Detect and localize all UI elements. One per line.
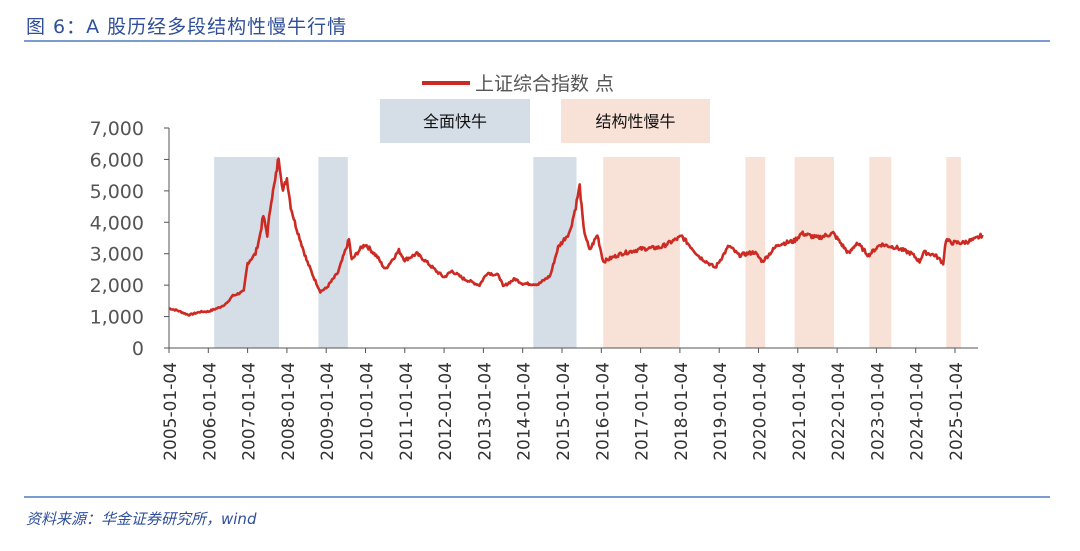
x-tick-label: 2013-01-04 bbox=[475, 362, 495, 461]
y-tick-label: 4,000 bbox=[90, 212, 144, 234]
x-tick-label: 2011-01-04 bbox=[397, 362, 417, 461]
x-tick-label: 2016-01-04 bbox=[593, 362, 613, 461]
x-tick-label: 2024-01-04 bbox=[908, 362, 928, 461]
x-tick-label: 2007-01-04 bbox=[240, 362, 260, 461]
shaded-period bbox=[533, 157, 577, 348]
x-tick-label: 2012-01-04 bbox=[436, 362, 456, 461]
annotation-label: 全面快牛 bbox=[423, 112, 487, 131]
x-tick-label: 2025-01-04 bbox=[947, 362, 967, 461]
x-tick-label: 2022-01-04 bbox=[829, 362, 849, 461]
y-tick-label: 6,000 bbox=[90, 149, 144, 171]
x-tick-label: 2009-01-04 bbox=[318, 362, 338, 461]
x-tick-label: 2010-01-04 bbox=[358, 362, 378, 461]
x-tick-label: 2014-01-04 bbox=[515, 362, 535, 461]
x-tick-label: 2005-01-04 bbox=[161, 362, 181, 461]
x-tick-label: 2023-01-04 bbox=[868, 362, 888, 461]
shaded-period bbox=[869, 157, 892, 348]
shaded-period bbox=[318, 157, 348, 348]
shaded-period bbox=[794, 157, 834, 348]
x-tick-label: 2017-01-04 bbox=[633, 362, 653, 461]
x-tick-label: 2006-01-04 bbox=[200, 362, 220, 461]
y-tick-label: 0 bbox=[132, 338, 144, 360]
y-tick-label: 1,000 bbox=[90, 307, 144, 329]
figure-title: 图 6：A 股历经多段结构性慢牛行情 bbox=[26, 16, 348, 38]
x-tick-label: 2015-01-04 bbox=[554, 362, 574, 461]
x-tick-label: 2008-01-04 bbox=[279, 362, 299, 461]
x-tick-label: 2018-01-04 bbox=[672, 362, 692, 461]
shaded-period bbox=[946, 157, 961, 348]
shaded-period bbox=[603, 157, 680, 348]
x-tick-label: 2020-01-04 bbox=[751, 362, 771, 461]
series-line-shanghai-composite bbox=[168, 157, 984, 317]
annotation-box bbox=[561, 99, 710, 143]
source-note: 资料来源：华金证券研究所，wind bbox=[26, 510, 257, 528]
title-divider bbox=[24, 40, 1050, 42]
y-tick-label: 2,000 bbox=[90, 275, 144, 297]
y-tick-label: 7,000 bbox=[90, 118, 144, 140]
footer-divider bbox=[24, 496, 1050, 498]
annotation-label: 结构性慢牛 bbox=[595, 112, 675, 131]
x-tick-label: 2019-01-04 bbox=[711, 362, 731, 461]
shaded-period bbox=[214, 157, 280, 348]
x-tick-label: 2021-01-04 bbox=[790, 362, 810, 461]
y-tick-label: 3,000 bbox=[90, 244, 144, 266]
annotation-box bbox=[380, 99, 530, 143]
y-tick-label: 5,000 bbox=[90, 181, 144, 203]
legend-label: 上证综合指数 点 bbox=[475, 73, 614, 95]
